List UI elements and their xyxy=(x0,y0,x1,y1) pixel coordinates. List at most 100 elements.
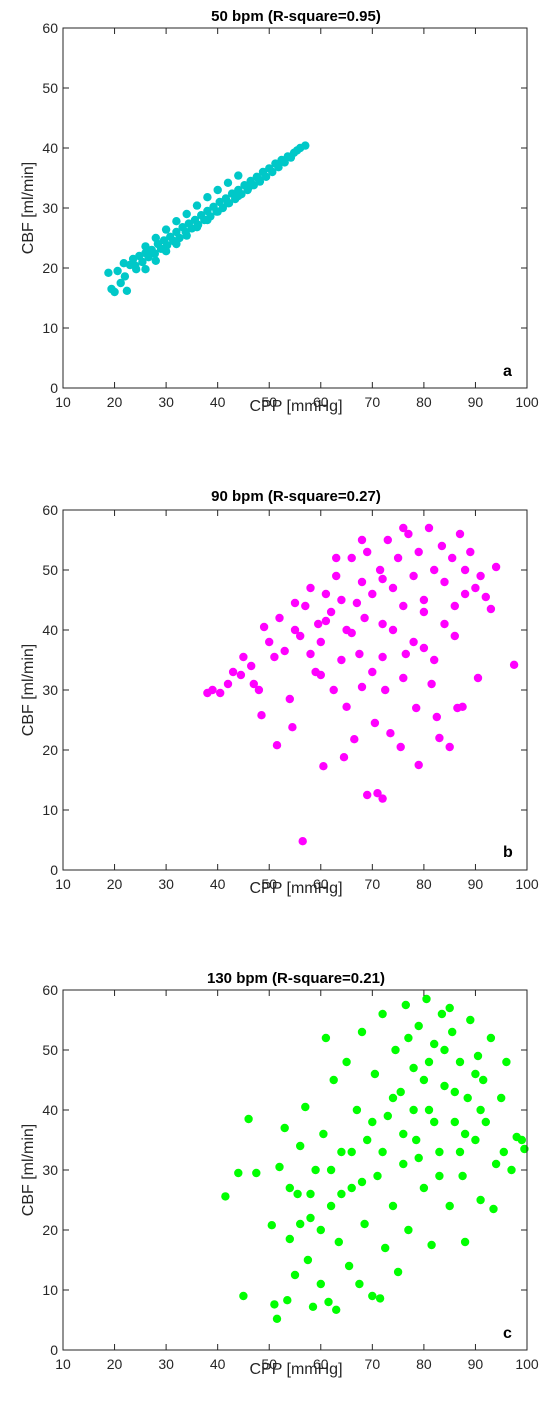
panel-b-point-72 xyxy=(448,553,457,563)
panel-c-point-7 xyxy=(272,1314,282,1324)
panel-b-point-27 xyxy=(319,762,328,771)
panel-b-point-17 xyxy=(285,694,294,704)
panel-c-point-26 xyxy=(332,1305,341,1315)
panel-c-point-79 xyxy=(499,1147,508,1157)
panel-b-point-104 xyxy=(357,682,367,692)
panel-b-point-98 xyxy=(430,655,439,665)
panel-c-point-40 xyxy=(375,1294,385,1303)
panel-b-point-3 xyxy=(223,679,233,689)
panel-a-xtick-label-40: 40 xyxy=(210,394,226,410)
panel-a-xtick-label-20: 20 xyxy=(107,394,123,410)
panel-c-xtick-label-100: 100 xyxy=(515,1356,539,1372)
panel-b-point-39 xyxy=(355,649,364,659)
panel-b-xtick-label-100: 100 xyxy=(515,876,539,892)
panel-c-point-13 xyxy=(293,1189,302,1199)
panel-c-point-72 xyxy=(476,1195,485,1205)
panel-c-point-43 xyxy=(383,1111,392,1121)
panel-c-point-16 xyxy=(303,1255,313,1265)
panel-b-point-19 xyxy=(290,625,300,635)
panel-b-point-67 xyxy=(432,712,441,722)
panel-c-point-71 xyxy=(473,1051,483,1061)
panel-c-point-4 xyxy=(252,1168,261,1178)
panel-a-point-4 xyxy=(116,278,125,288)
panel-c-xtick-label-10: 10 xyxy=(55,1356,71,1372)
panel-a-point-3 xyxy=(113,266,122,276)
panel-c-point-67 xyxy=(460,1237,470,1247)
panel-c-point-85 xyxy=(409,1105,418,1115)
panel-b-point-59 xyxy=(409,571,418,581)
panel-a-xtick-label-100: 100 xyxy=(515,394,539,410)
panel-b-point-69 xyxy=(437,541,447,551)
panel-a-point-86 xyxy=(223,178,233,187)
panel-c-point-103 xyxy=(285,1183,294,1193)
panel-c-point-53 xyxy=(414,1021,423,1031)
panel-c-point-100 xyxy=(316,1225,325,1235)
panel-b-point-11 xyxy=(259,622,269,632)
panel-b-xtick-label-10: 10 xyxy=(55,876,71,892)
panel-b-point-2 xyxy=(216,688,225,698)
panel-b-ytick-label-40: 40 xyxy=(42,622,58,638)
panel-c-point-93 xyxy=(388,1093,398,1103)
panel-c-xtick-label-30: 30 xyxy=(158,1356,174,1372)
panel-c-point-75 xyxy=(486,1033,496,1043)
panel-c-point-51 xyxy=(409,1063,418,1073)
panel-b-point-91 xyxy=(357,535,367,545)
panel-c-xtick-label-70: 70 xyxy=(365,1356,381,1372)
panel-b-point-31 xyxy=(332,571,341,581)
panel-a-point-66 xyxy=(161,247,171,256)
panel-b-ytick-label-50: 50 xyxy=(42,562,58,578)
panel-a-ytick-label-50: 50 xyxy=(42,80,58,96)
panel-a-xtick-label-70: 70 xyxy=(365,394,381,410)
panel-a-point-85 xyxy=(213,185,222,195)
panel-b-point-87 xyxy=(306,583,315,593)
panel-c-point-60 xyxy=(437,1009,447,1019)
panel-b-point-90 xyxy=(347,628,356,638)
panel-a-point-0 xyxy=(104,268,113,277)
panel-c-point-89 xyxy=(450,1087,459,1097)
panel-c-point-11 xyxy=(285,1234,294,1244)
panel-b-point-105 xyxy=(378,652,387,662)
panel-a-point-72 xyxy=(223,199,233,208)
panel-c-point-69 xyxy=(466,1015,475,1025)
panel-b-letter: b xyxy=(503,844,513,861)
panel-c-point-101 xyxy=(306,1189,315,1199)
panel-c-point-23 xyxy=(324,1297,333,1307)
panel-c-point-50 xyxy=(404,1225,413,1235)
panel-a-point-2 xyxy=(110,287,119,297)
panel-b-ytick-label-60: 60 xyxy=(42,502,58,518)
panel-a-xtick-label-80: 80 xyxy=(416,394,432,410)
panel-a-point-63 xyxy=(301,141,310,150)
panel-b-point-60 xyxy=(412,703,421,713)
panel-c-point-39 xyxy=(373,1171,382,1181)
panel-c-ytick-label-0: 0 xyxy=(50,1342,58,1358)
panel-c-point-83 xyxy=(517,1135,526,1145)
panel-c-point-47 xyxy=(396,1087,405,1097)
panel-b-point-66 xyxy=(430,565,439,575)
panel-c-title: 130 bpm (R-square=0.21) xyxy=(207,970,385,987)
panel-a-ylabel: CBF [ml/min] xyxy=(20,162,37,254)
panel-a-point-69 xyxy=(192,223,202,232)
panel-b-point-99 xyxy=(440,619,449,629)
panel-c-point-25 xyxy=(329,1075,338,1085)
panel-b-point-41 xyxy=(360,613,369,623)
panel-b-point-13 xyxy=(270,652,279,662)
panel-a-point-65 xyxy=(151,256,160,265)
panel-b-point-54 xyxy=(393,553,403,563)
panel-b-point-4 xyxy=(228,667,238,677)
panel-b-point-96 xyxy=(409,637,418,647)
panel-b-point-10 xyxy=(257,711,266,720)
panel-c-point-78 xyxy=(497,1093,506,1103)
panel-a-point-77 xyxy=(131,261,140,270)
panel-b-point-75 xyxy=(455,529,465,539)
panel-c-point-66 xyxy=(458,1171,467,1181)
panel-a-ytick-label-30: 30 xyxy=(42,200,58,216)
panel-a-letter: a xyxy=(503,363,512,380)
panel-c-point-10 xyxy=(283,1296,292,1305)
panel-c-point-109 xyxy=(424,1057,434,1067)
panel-a-xtick-label-60: 60 xyxy=(313,394,329,410)
panel-b-point-33 xyxy=(339,753,349,762)
panel-b-point-57 xyxy=(401,649,410,659)
panel-c-point-104 xyxy=(414,1153,423,1163)
panel-b-point-68 xyxy=(435,733,444,743)
panel-b-point-84 xyxy=(491,562,501,572)
